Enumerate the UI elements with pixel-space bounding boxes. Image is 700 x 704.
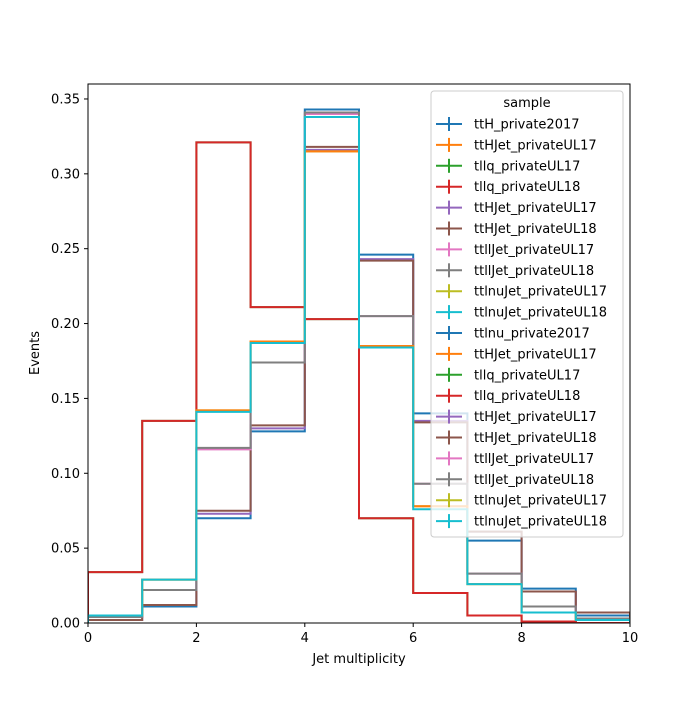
- y-tick-label: 0.30: [51, 167, 80, 182]
- series-layer: [88, 108, 630, 623]
- legend-entry: ttllJet_privateUL18: [436, 472, 594, 488]
- legend-label: ttllJet_privateUL17: [474, 452, 594, 467]
- plot-frame: [87, 83, 631, 624]
- legend-entry: ttlnuJet_privateUL17: [436, 493, 607, 509]
- legend-title: sample: [503, 96, 550, 111]
- y-tick-label: 0.25: [51, 242, 80, 257]
- legend-entry: ttH_private2017: [436, 117, 580, 133]
- y-axis: 0.00 0.05 0.10 0.15 0.20 0.25 0.30 0.35: [51, 92, 88, 632]
- legend-entry: ttHJet_privateUL18: [436, 221, 597, 237]
- legend-label: ttlnu_private2017: [474, 327, 590, 342]
- y-tick-label: 0.05: [51, 542, 80, 557]
- legend-label: ttHJet_privateUL17: [474, 410, 597, 425]
- legend-entry: tllq_privateUL17: [436, 158, 580, 174]
- legend-label: ttlnuJet_privateUL17: [474, 494, 607, 509]
- y-tick-label: 0.10: [51, 467, 80, 482]
- legend: sample ttH_private2017 ttHJet_privateUL17…: [430, 90, 624, 538]
- legend-label: tllq_privateUL18: [474, 389, 580, 404]
- legend-label: ttlnuJet_privateUL18: [474, 306, 607, 321]
- legend-label: ttHJet_privateUL18: [474, 431, 597, 446]
- legend-entry: tllq_privateUL18: [436, 179, 580, 195]
- legend-entry: ttlnuJet_privateUL18: [436, 305, 607, 321]
- x-tick-label: 4: [301, 631, 309, 646]
- legend-label: ttHJet_privateUL17: [474, 201, 597, 216]
- legend-entry: ttlnuJet_privateUL17: [436, 284, 607, 300]
- legend-label: ttH_private2017: [474, 118, 580, 133]
- legend-box: [430, 90, 624, 538]
- legend-entry: ttHJet_privateUL18: [436, 430, 597, 446]
- legend-label: ttlnuJet_privateUL17: [474, 285, 607, 300]
- legend-entry: ttllJet_privateUL17: [436, 242, 594, 258]
- x-tick-label: 8: [517, 631, 525, 646]
- legend-label: ttllJet_privateUL18: [474, 264, 594, 279]
- legend-entry: ttlnu_private2017: [436, 326, 590, 342]
- legend-label: ttllJet_privateUL17: [474, 243, 594, 258]
- y-tick-label: 0.35: [51, 92, 80, 107]
- y-tick-label: 0.20: [51, 317, 80, 332]
- legend-entry: ttHJet_privateUL17: [436, 346, 597, 362]
- x-tick-label: 2: [192, 631, 200, 646]
- legend-entry: ttHJet_privateUL17: [436, 200, 597, 216]
- histogram-step-line: [88, 115, 630, 623]
- legend-entry: ttlnuJet_privateUL18: [436, 514, 607, 530]
- legend-entry: tllq_privateUL17: [436, 367, 580, 383]
- legend-entry: ttllJet_privateUL18: [436, 263, 594, 279]
- x-axis: 0 2 4 6 8 10: [84, 623, 638, 646]
- legend-entry: ttHJet_privateUL17: [436, 409, 597, 425]
- legend-label: ttHJet_privateUL18: [474, 222, 597, 237]
- x-tick-label: 0: [84, 631, 92, 646]
- legend-label: ttHJet_privateUL17: [474, 138, 597, 153]
- y-tick-label: 0.00: [51, 617, 80, 632]
- x-tick-label: 6: [409, 631, 417, 646]
- legend-label: ttHJet_privateUL17: [474, 347, 597, 362]
- legend-label: tllq_privateUL17: [474, 368, 580, 383]
- x-axis-label: Jet multiplicity: [311, 652, 406, 667]
- legend-label: ttlnuJet_privateUL18: [474, 515, 607, 530]
- legend-items: ttH_private2017 ttHJet_privateUL17 tllq_pr…: [436, 117, 607, 530]
- legend-entry: tllq_privateUL18: [436, 388, 580, 404]
- y-axis-label: Events: [28, 331, 43, 375]
- legend-label: ttllJet_privateUL18: [474, 473, 594, 488]
- y-tick-label: 0.15: [51, 392, 80, 407]
- x-tick-label: 10: [622, 631, 639, 646]
- legend-entry: ttHJet_privateUL17: [436, 137, 597, 153]
- legend-entry: ttllJet_privateUL17: [436, 451, 594, 467]
- legend-label: tllq_privateUL18: [474, 180, 580, 195]
- legend-label: tllq_privateUL17: [474, 159, 580, 174]
- histogram-series-9: [88, 115, 630, 623]
